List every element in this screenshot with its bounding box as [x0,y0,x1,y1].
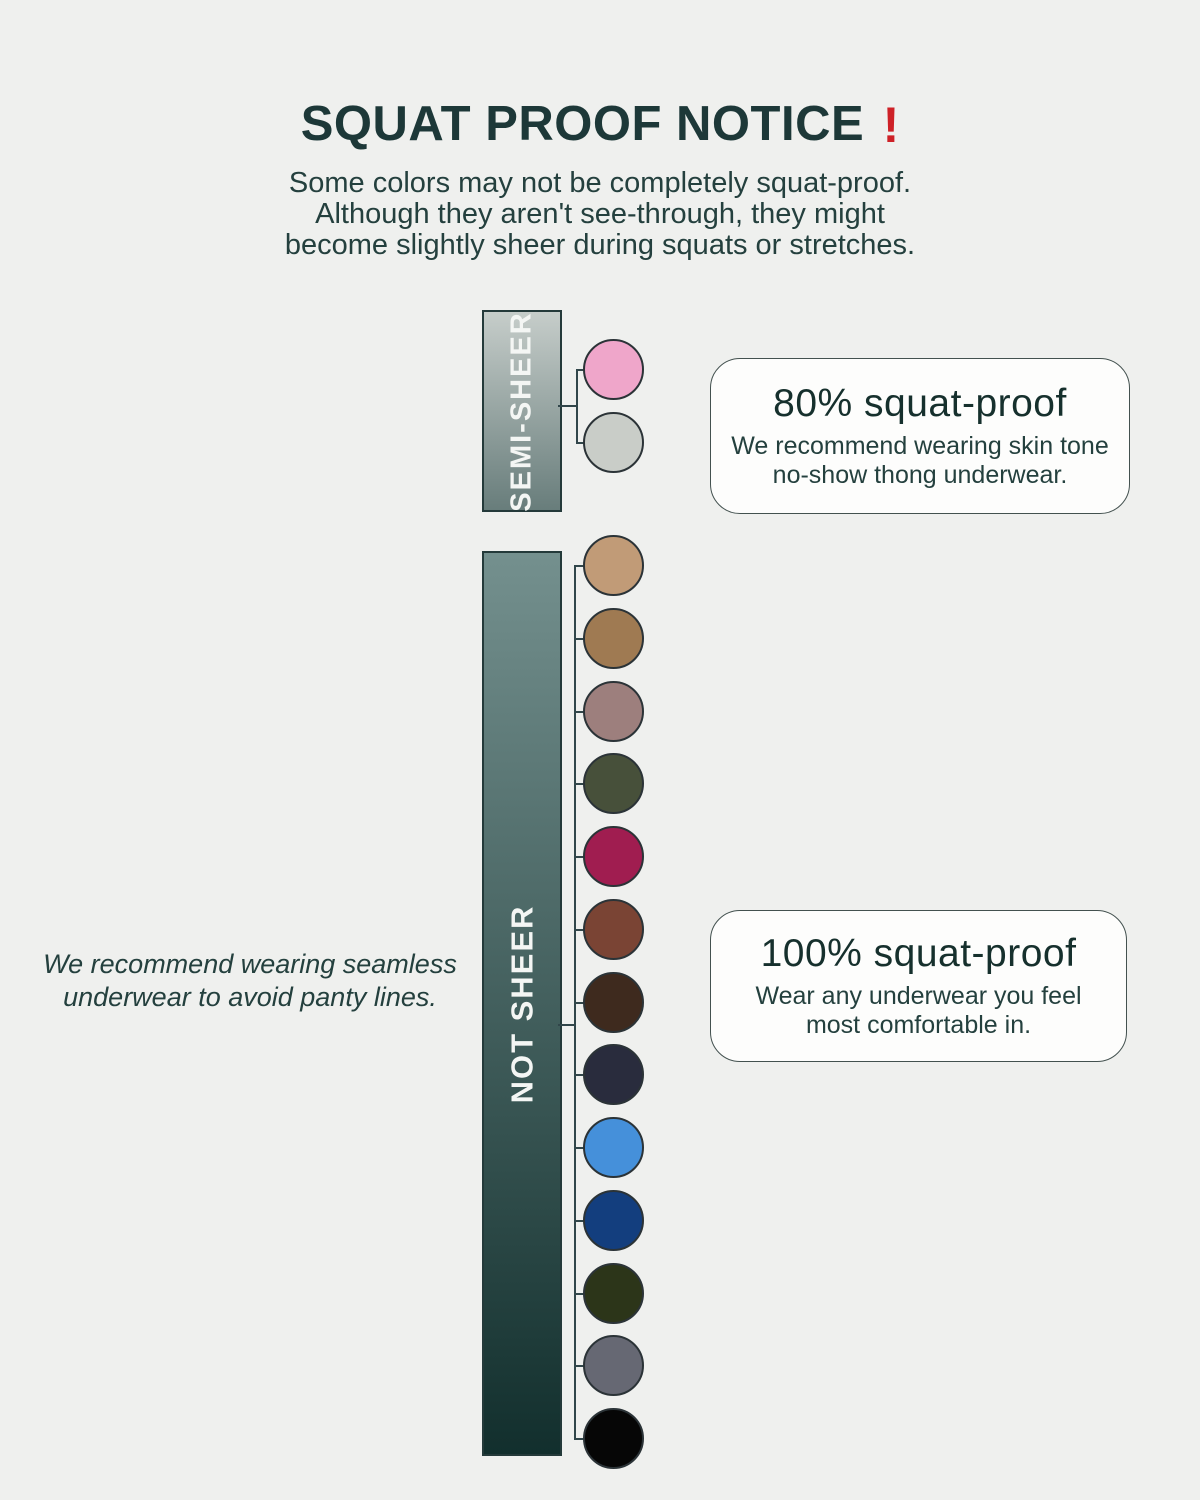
not-sheer-connector-stub [574,638,584,640]
callout-body-line: We recommend wearing skin tone [731,432,1109,460]
semi-sheer-callout-title: 80% squat-proof [773,382,1067,425]
page-title-text: SQUAT PROOF NOTICE [300,97,865,151]
not-sheer-connector-stub [574,711,584,713]
seamless-underwear-note: We recommend wearing seamless underwear … [30,948,470,1014]
semi-sheer-connector-stub [576,369,586,371]
not-sheer-connector-stub [574,856,584,858]
page-subtitle: Some colors may not be completely squat-… [0,168,1200,261]
not-sheer-connector-stub [574,1293,584,1295]
not-sheer-bar: NOT SHEER [482,551,562,1456]
callout-body-line: most comfortable in. [805,1011,1032,1039]
semi-sheer-callout-box: 80% squat-proof We recommend wearing ski… [710,358,1130,514]
not-sheer-callout-title: 100% squat-proof [760,932,1077,975]
color-swatch-olive [583,753,644,814]
color-swatch-navy-blue [583,1190,644,1251]
color-swatch-army-green [583,1263,644,1324]
not-sheer-connector-stub [574,1220,584,1222]
not-sheer-connector-stub [574,1074,584,1076]
not-sheer-connector-stub [574,1002,584,1004]
color-swatch-burgundy [583,826,644,887]
not-sheer-connector-stub [574,565,584,567]
subtitle-line: Some colors may not be completely squat-… [288,167,912,199]
color-swatch-black [583,1408,644,1469]
subtitle-line: become slightly sheer during squats or s… [284,229,916,261]
semi-sheer-connector-trunk [576,369,578,444]
color-swatch-sky-blue [583,1117,644,1178]
exclamation-icon: ! [882,97,900,153]
side-note-line: We recommend wearing seamless [43,949,457,979]
not-sheer-connector-stub [574,1147,584,1149]
color-swatch-sienna [583,899,644,960]
semi-sheer-bar: SEMI-SHEER [482,310,562,512]
color-swatch-rose-taupe [583,681,644,742]
color-swatch-dark-brown [583,972,644,1033]
color-swatch-brown [583,608,644,669]
semi-sheer-label: SEMI-SHEER [505,310,538,512]
not-sheer-connector-stub [574,783,584,785]
not-sheer-callout-body: Wear any underwear you feel most comfort… [755,982,1081,1040]
not-sheer-callout-box: 100% squat-proof Wear any underwear you … [710,910,1127,1062]
callout-body-line: no-show thong underwear. [772,461,1068,489]
callout-body-line: Wear any underwear you feel [755,982,1082,1010]
color-swatch-gray [583,1335,644,1396]
color-swatch-dark-navy [583,1044,644,1105]
not-sheer-connector-stub [574,1365,584,1367]
color-swatch-pink [583,339,644,400]
not-sheer-connector-branch [558,1024,574,1026]
not-sheer-label: NOT SHEER [504,904,540,1103]
color-swatch-tan [583,535,644,596]
not-sheer-connector-stub [574,1438,584,1440]
semi-sheer-connector-stub [576,442,586,444]
page-title: SQUAT PROOF NOTICE ! [0,96,1200,154]
semi-sheer-connector-branch [558,405,576,407]
subtitle-line: Although they aren't see-through, they m… [315,198,885,230]
side-note-line: underwear to avoid panty lines. [63,982,437,1012]
color-swatch-light-gray [583,412,644,473]
not-sheer-connector-stub [574,929,584,931]
semi-sheer-callout-body: We recommend wearing skin tone no-show t… [731,432,1109,490]
